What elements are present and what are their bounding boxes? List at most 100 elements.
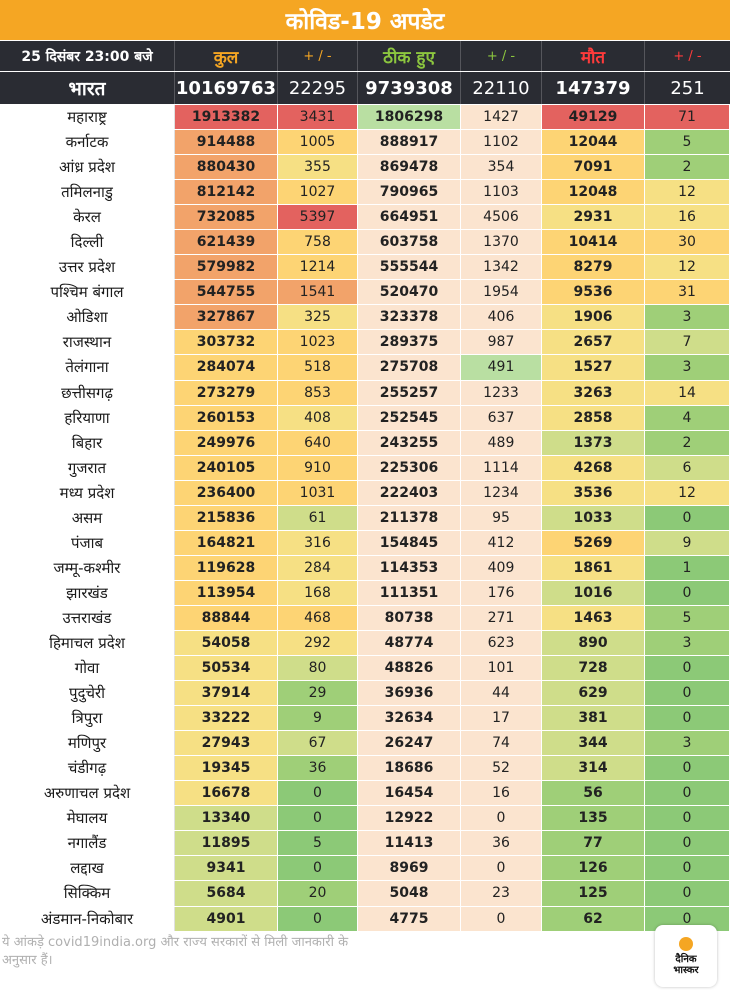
total-cases: 164821 xyxy=(175,530,278,555)
total-delta: 1023 xyxy=(278,330,358,355)
recovered: 275708 xyxy=(358,355,461,380)
deaths-delta: 3 xyxy=(645,355,730,380)
deaths: 1033 xyxy=(542,505,645,530)
table-row: ओडिशा 327867 325 323378 406 1906 3 xyxy=(0,305,730,331)
state-name: नगालैंड xyxy=(0,831,175,856)
recovered: 48774 xyxy=(358,630,461,656)
state-name: कर्नाटक xyxy=(0,130,175,155)
deaths-delta: 0 xyxy=(645,681,730,706)
state-name: जम्मू-कश्मीर xyxy=(0,555,175,580)
total-cases: 880430 xyxy=(175,155,278,180)
total-delta: 5 xyxy=(278,831,358,856)
deaths-delta: 0 xyxy=(645,580,730,605)
column-header-row: 25 दिसंबर 23:00 बजे कुल + / - ठीक हुए + … xyxy=(0,41,730,71)
table-row: गुजरात 240105 910 225306 1114 4268 6 xyxy=(0,455,730,481)
deaths-delta: 0 xyxy=(645,756,730,781)
total-delta: 0 xyxy=(278,906,358,931)
total-cases: 1913382 xyxy=(175,105,278,130)
deaths: 1463 xyxy=(542,605,645,630)
deaths-delta: 2 xyxy=(645,155,730,180)
recovered: 16454 xyxy=(358,781,461,806)
table-row: अंडमान-निकोबार 4901 0 4775 0 62 0 xyxy=(0,906,730,932)
total-cases: 5684 xyxy=(175,881,278,906)
total-cases: 240105 xyxy=(175,455,278,480)
recovered: 1806298 xyxy=(358,105,461,130)
deaths: 135 xyxy=(542,806,645,831)
total-delta: 1027 xyxy=(278,180,358,205)
state-name: त्रिपुरा xyxy=(0,706,175,731)
deaths: 1527 xyxy=(542,355,645,380)
deaths-delta: 5 xyxy=(645,130,730,155)
total-delta: 0 xyxy=(278,856,358,881)
sun-icon xyxy=(679,936,693,951)
total-cases: 284074 xyxy=(175,355,278,380)
deaths: 10414 xyxy=(542,230,645,255)
total-delta: 20 xyxy=(278,881,358,906)
table-row: महाराष्ट्र 1913382 3431 1806298 1427 49129 71 xyxy=(0,105,730,131)
recovered: 18686 xyxy=(358,756,461,781)
logo-line-2: भास्कर xyxy=(673,964,699,976)
state-name: ओडिशा xyxy=(0,305,175,330)
deaths: 62 xyxy=(542,906,645,931)
recovered: 243255 xyxy=(358,430,461,455)
state-name: आंध्र प्रदेश xyxy=(0,155,175,180)
table-row: पश्चिम बंगाल 544755 1541 520470 1954 9536 31 xyxy=(0,280,730,306)
total-cases: 544755 xyxy=(175,280,278,305)
national-deaths-delta: 251 xyxy=(670,77,705,99)
deaths: 12044 xyxy=(542,130,645,155)
table-row: उत्तर प्रदेश 579982 1214 555544 1342 8279 12 xyxy=(0,255,730,281)
recovered-delta: 1427 xyxy=(461,105,542,130)
recovered-delta: 623 xyxy=(461,630,542,656)
state-name: पश्चिम बंगाल xyxy=(0,280,175,305)
recovered: 26247 xyxy=(358,731,461,756)
recovered-delta: 17 xyxy=(461,706,542,731)
total-delta: 3431 xyxy=(278,105,358,130)
total-cases: 236400 xyxy=(175,480,278,505)
table-row: मध्य प्रदेश 236400 1031 222403 1234 3536 12 xyxy=(0,480,730,506)
state-name: हिमाचल प्रदेश xyxy=(0,630,175,656)
recovered-delta: 489 xyxy=(461,430,542,455)
recovered: 32634 xyxy=(358,706,461,731)
header-recovered-delta: + / - xyxy=(461,41,542,71)
total-cases: 249976 xyxy=(175,430,278,455)
header-total: कुल xyxy=(175,41,278,71)
total-delta: 29 xyxy=(278,681,358,706)
recovered-delta: 176 xyxy=(461,580,542,605)
total-delta: 0 xyxy=(278,781,358,806)
total-cases: 19345 xyxy=(175,756,278,781)
recovered-delta: 491 xyxy=(461,355,542,380)
page-title: कोविड-19 अपडेट xyxy=(0,0,730,40)
recovered: 11413 xyxy=(358,831,461,856)
state-name: महाराष्ट्र xyxy=(0,105,175,130)
table-row: चंडीगढ़ 19345 36 18686 52 314 0 xyxy=(0,756,730,782)
state-name: लद्दाख xyxy=(0,856,175,881)
recovered: 555544 xyxy=(358,255,461,280)
deaths-delta: 3 xyxy=(645,630,730,656)
deaths: 2858 xyxy=(542,405,645,430)
state-name: सिक्किम xyxy=(0,881,175,906)
state-name: गुजरात xyxy=(0,455,175,480)
total-cases: 37914 xyxy=(175,681,278,706)
deaths: 9536 xyxy=(542,280,645,305)
recovered: 80738 xyxy=(358,605,461,630)
deaths-delta: 6 xyxy=(645,455,730,480)
deaths: 1861 xyxy=(542,555,645,580)
recovered-delta: 1954 xyxy=(461,280,542,305)
table-row: उत्तराखंड 88844 468 80738 271 1463 5 xyxy=(0,605,730,631)
recovered-delta: 1114 xyxy=(461,455,542,480)
deaths-delta: 3 xyxy=(645,731,730,756)
header-deaths-delta: + / - xyxy=(673,48,702,64)
total-delta: 853 xyxy=(278,380,358,405)
recovered: 211378 xyxy=(358,505,461,530)
recovered: 12922 xyxy=(358,806,461,831)
recovered-delta: 4506 xyxy=(461,205,542,230)
recovered-delta: 406 xyxy=(461,305,542,330)
national-recovered: 9739308 xyxy=(358,72,461,104)
deaths-delta: 0 xyxy=(645,781,730,806)
recovered: 869478 xyxy=(358,155,461,180)
table-row: पुदुचेरी 37914 29 36936 44 629 0 xyxy=(0,681,730,707)
deaths: 381 xyxy=(542,706,645,731)
state-name: बिहार xyxy=(0,430,175,455)
total-cases: 88844 xyxy=(175,605,278,630)
recovered: 222403 xyxy=(358,480,461,505)
